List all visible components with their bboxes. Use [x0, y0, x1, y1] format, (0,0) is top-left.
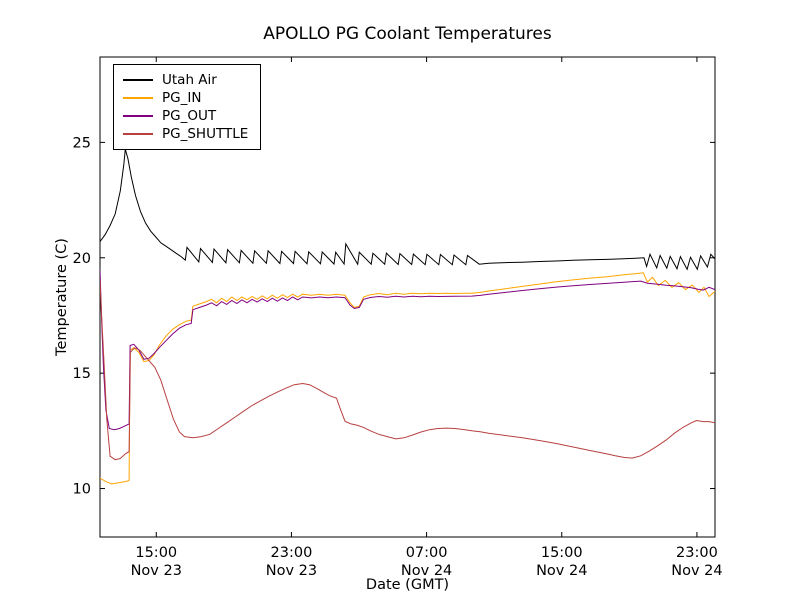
x-tick-label-date-3: Nov 24: [536, 563, 587, 579]
legend-item-pg-in: PG_IN: [123, 89, 248, 107]
y-tick-label-2: 20: [73, 251, 91, 267]
y-tick-label-3: 25: [73, 135, 91, 151]
x-tick-label-date-4: Nov 24: [671, 563, 722, 579]
legend-line-swatch-pg-in: [123, 97, 153, 99]
x-tick-label-time-0: 15:00: [135, 545, 177, 561]
legend-label-utah-air: Utah Air: [162, 72, 217, 88]
y-tick-label-0: 10: [73, 482, 91, 498]
legend-label-pg-in: PG_IN: [162, 90, 202, 106]
legend-label-pg-out: PG_OUT: [162, 108, 217, 124]
series-line-pg-out: [100, 269, 715, 431]
chart-title: APOLLO PG Coolant Temperatures: [263, 24, 552, 44]
series-line-pg-in: [100, 272, 715, 485]
x-tick-label-time-4: 23:00: [676, 545, 718, 561]
y-axis-label: Temperature (C): [54, 238, 70, 356]
series-line-pg-shuttle: [100, 280, 715, 461]
x-tick-label-date-2: Nov 24: [401, 563, 452, 579]
axes-frame: [99, 56, 716, 538]
legend-item-pg-shuttle: PG_SHUTTLE: [123, 125, 248, 143]
x-tick-label-time-1: 23:00: [271, 545, 313, 561]
y-tick-label-1: 15: [73, 366, 91, 382]
series-line-utah-air: [100, 149, 715, 271]
legend-line-swatch-utah-air: [123, 79, 153, 81]
legend-line-swatch-pg-out: [123, 115, 153, 117]
legend-label-pg-shuttle: PG_SHUTTLE: [162, 126, 249, 142]
legend-item-utah-air: Utah Air: [123, 71, 248, 89]
x-axis-label: Date (GMT): [365, 577, 450, 593]
legend: Utah Air PG_IN PG_OUT PG_SHUTTLE: [113, 64, 262, 150]
x-tick-label-time-2: 07:00: [406, 545, 448, 561]
legend-item-pg-out: PG_OUT: [123, 107, 248, 125]
legend-line-swatch-pg-shuttle: [123, 133, 153, 135]
x-tick-label-time-3: 15:00: [541, 545, 583, 561]
x-tick-label-date-0: Nov 23: [131, 563, 182, 579]
x-tick-label-date-1: Nov 23: [266, 563, 317, 579]
